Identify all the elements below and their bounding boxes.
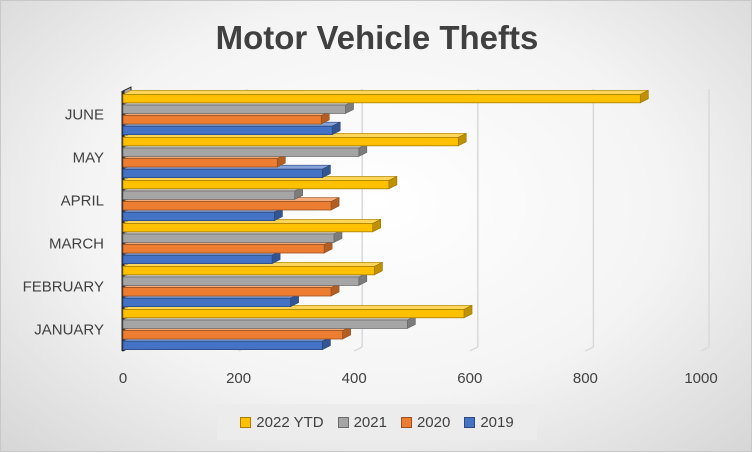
y-tick-label: FEBRUARY <box>23 279 104 296</box>
bar <box>122 158 278 168</box>
bar <box>122 340 323 351</box>
gridline <box>353 346 363 352</box>
bar <box>122 136 459 147</box>
bar <box>122 222 374 233</box>
bar <box>122 319 408 329</box>
legend-item: 2020 <box>400 413 451 431</box>
bar <box>122 297 292 308</box>
legend-item: 2021 <box>337 413 387 431</box>
bar <box>122 276 360 286</box>
legend-swatch <box>464 416 476 428</box>
legend-label: 2021 <box>353 413 387 431</box>
gridline <box>469 346 479 352</box>
bar <box>122 287 332 297</box>
bar <box>122 190 296 200</box>
bar <box>122 330 344 340</box>
bar <box>122 201 332 211</box>
bar <box>122 104 346 114</box>
gridline <box>700 346 710 352</box>
bar <box>122 125 333 135</box>
y-tick-label: JANUARY <box>34 322 104 339</box>
y-tick-label: MAY <box>73 150 104 167</box>
bar <box>122 265 375 276</box>
legend-swatch <box>400 416 412 428</box>
bar <box>122 115 322 125</box>
bar <box>122 254 273 264</box>
x-tick-label: 400 <box>342 370 367 387</box>
legend-label: 2022 YTD <box>256 413 324 431</box>
bar-top-face <box>122 90 649 95</box>
x-tick-label: 200 <box>226 370 251 387</box>
y-tick-label: APRIL <box>61 193 104 210</box>
legend-item: 2019 <box>464 413 514 431</box>
x-tick-label: 600 <box>457 370 482 387</box>
bar <box>122 94 641 104</box>
bar <box>122 211 275 221</box>
y-tick-label: MARCH <box>49 236 104 253</box>
bar <box>122 147 360 157</box>
legend-label: 2019 <box>480 413 514 431</box>
x-tick-label: 800 <box>573 370 598 387</box>
legend-item: 2022 YTD <box>240 413 324 431</box>
bar <box>122 308 465 319</box>
x-tick-label: 0 <box>119 370 127 387</box>
legend-swatch <box>337 416 349 428</box>
legend: 2022 YTD 2021 2020 2019 <box>217 404 537 440</box>
bar <box>122 233 335 243</box>
x-tick-label: 1000 <box>684 370 717 387</box>
gridline <box>585 346 594 352</box>
chart-title: Motor Vehicle Thefts <box>215 19 539 56</box>
bar <box>122 168 323 178</box>
legend-swatch <box>240 416 252 428</box>
bar <box>122 244 325 254</box>
bar <box>122 179 390 190</box>
y-tick-label: JUNE <box>65 107 104 124</box>
legend-label: 2020 <box>416 413 451 431</box>
